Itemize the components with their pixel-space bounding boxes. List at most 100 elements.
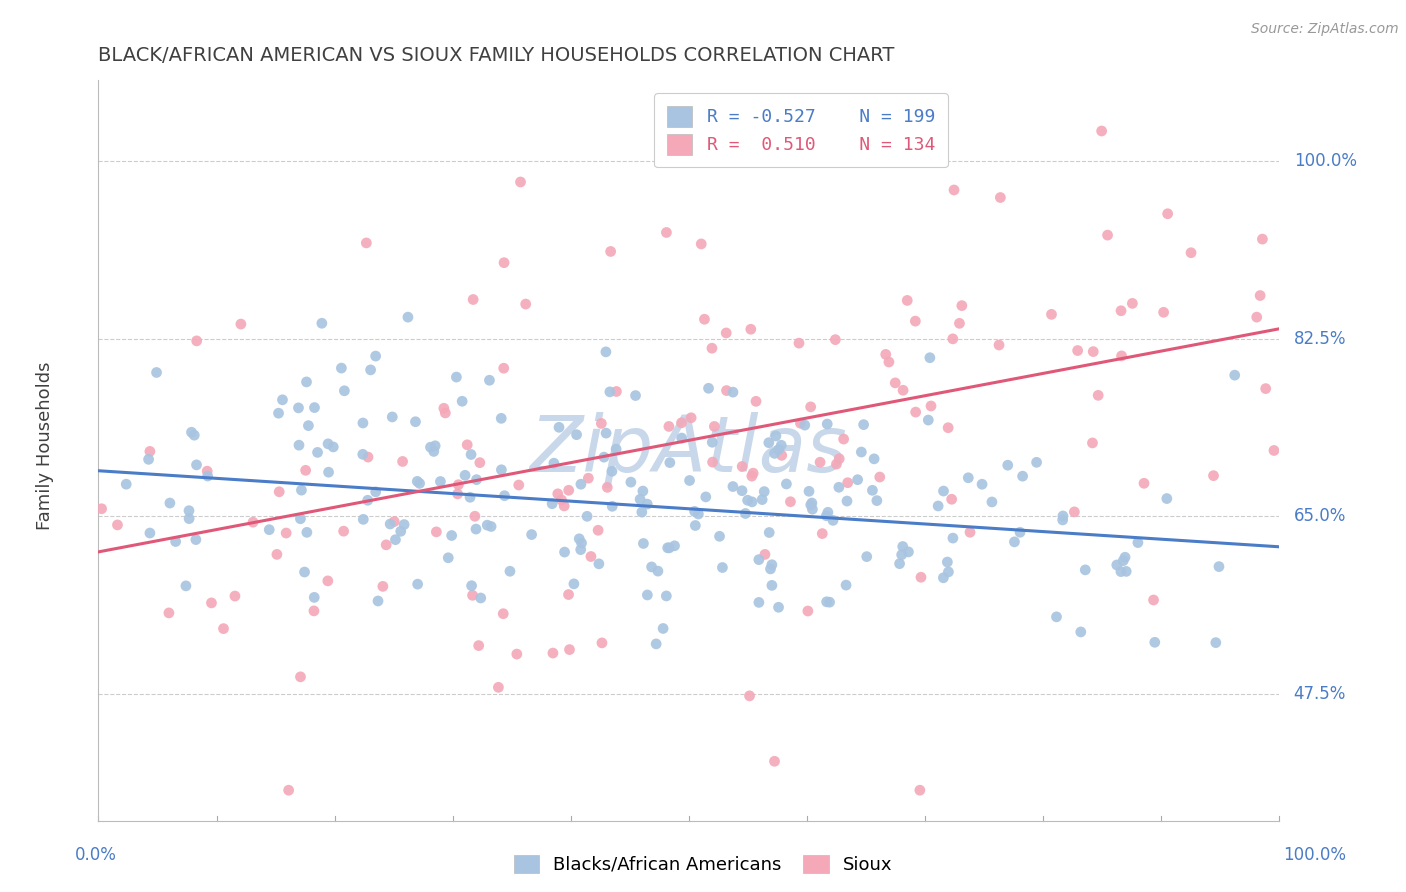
- Point: [835, 578, 858, 592]
- Point: [633, 536, 655, 550]
- Point: [224, 589, 246, 603]
- Point: [709, 529, 731, 543]
- Point: [1025, 455, 1047, 469]
- Point: [1109, 303, 1132, 318]
- Point: [605, 384, 627, 399]
- Point: [1254, 382, 1277, 396]
- Point: [731, 459, 754, 474]
- Point: [294, 565, 316, 579]
- Point: [910, 570, 932, 584]
- Point: [904, 314, 927, 328]
- Point: [508, 478, 530, 492]
- Point: [918, 351, 941, 365]
- Point: [655, 226, 678, 240]
- Point: [941, 492, 963, 507]
- Point: [242, 515, 264, 529]
- Point: [304, 591, 326, 605]
- Point: [630, 505, 652, 519]
- Point: [702, 455, 724, 469]
- Point: [184, 533, 207, 547]
- Point: [1066, 343, 1088, 358]
- Point: [742, 466, 765, 480]
- Point: [304, 401, 326, 415]
- Point: [277, 783, 299, 797]
- Point: [333, 384, 356, 398]
- Point: [364, 484, 387, 499]
- Point: [380, 516, 402, 531]
- Point: [765, 429, 787, 443]
- Point: [948, 316, 970, 330]
- Point: [553, 499, 575, 513]
- Point: [770, 448, 793, 462]
- Point: [159, 496, 181, 510]
- Point: [177, 504, 200, 518]
- Point: [157, 606, 180, 620]
- Point: [470, 591, 492, 605]
- Point: [754, 484, 776, 499]
- Point: [446, 487, 468, 501]
- Point: [364, 349, 387, 363]
- Point: [461, 588, 484, 602]
- Point: [875, 347, 897, 361]
- Point: [316, 574, 339, 588]
- Point: [678, 474, 700, 488]
- Point: [433, 401, 456, 416]
- Point: [562, 577, 585, 591]
- Point: [145, 366, 167, 380]
- Point: [1087, 388, 1109, 402]
- Point: [330, 361, 353, 376]
- Point: [367, 594, 389, 608]
- Point: [429, 475, 451, 489]
- Point: [600, 464, 623, 478]
- Point: [1105, 558, 1128, 572]
- Point: [360, 363, 382, 377]
- Point: [645, 637, 668, 651]
- Point: [1249, 288, 1271, 302]
- Point: [352, 512, 374, 526]
- Point: [332, 524, 354, 538]
- Point: [288, 438, 311, 452]
- Point: [657, 541, 679, 555]
- Point: [1063, 505, 1085, 519]
- Point: [789, 416, 811, 430]
- Point: [740, 322, 762, 336]
- Point: [1114, 550, 1136, 565]
- Point: [434, 406, 457, 420]
- Point: [1052, 513, 1074, 527]
- Point: [267, 406, 290, 420]
- Point: [1121, 296, 1143, 310]
- Point: [605, 442, 627, 456]
- Text: Source: ZipAtlas.com: Source: ZipAtlas.com: [1251, 22, 1399, 37]
- Point: [1142, 593, 1164, 607]
- Point: [492, 361, 515, 376]
- Point: [759, 562, 782, 576]
- Point: [932, 571, 955, 585]
- Text: BLACK/AFRICAN AMERICAN VS SIOUX FAMILY HOUSEHOLDS CORRELATION CHART: BLACK/AFRICAN AMERICAN VS SIOUX FAMILY H…: [98, 45, 894, 65]
- Point: [1040, 307, 1063, 321]
- Point: [1008, 525, 1031, 540]
- Point: [837, 475, 859, 490]
- Point: [357, 450, 380, 464]
- Point: [197, 469, 219, 483]
- Point: [890, 548, 912, 562]
- Point: [90, 501, 112, 516]
- Point: [889, 557, 911, 571]
- Point: [936, 420, 959, 434]
- Point: [465, 522, 488, 536]
- Point: [1052, 508, 1074, 523]
- Point: [541, 497, 564, 511]
- Point: [543, 456, 565, 470]
- Point: [793, 418, 815, 433]
- Point: [405, 415, 427, 429]
- Point: [846, 473, 869, 487]
- Point: [460, 579, 482, 593]
- Point: [936, 555, 959, 569]
- Point: [685, 518, 707, 533]
- Point: [855, 549, 877, 564]
- Point: [800, 400, 823, 414]
- Point: [297, 418, 319, 433]
- Point: [981, 495, 1004, 509]
- Point: [139, 526, 162, 541]
- Point: [741, 469, 763, 483]
- Point: [479, 519, 502, 533]
